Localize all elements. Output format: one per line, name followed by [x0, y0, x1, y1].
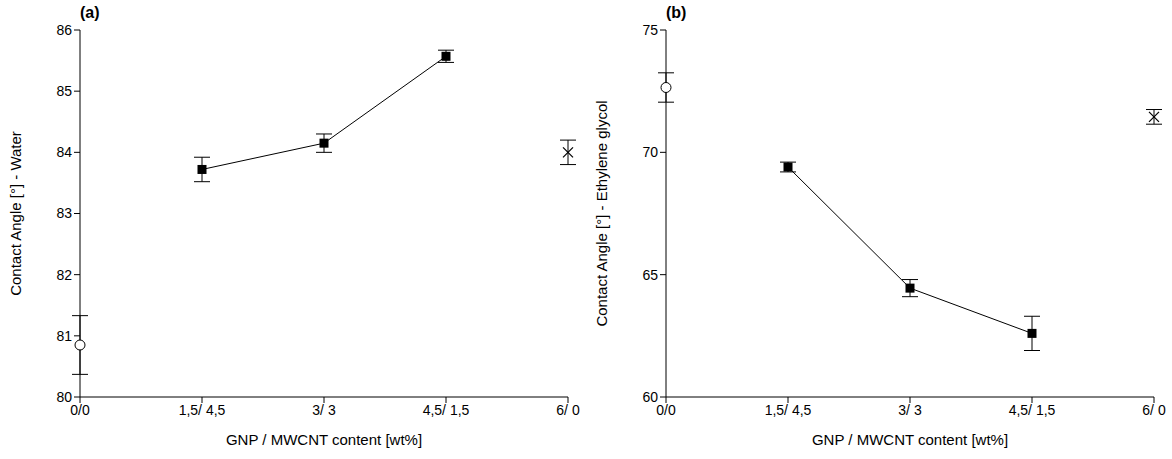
svg-text:1,5/ 4,5: 1,5/ 4,5 — [179, 402, 226, 418]
svg-text:GNP / MWCNT content [wt%]: GNP / MWCNT content [wt%] — [812, 431, 1008, 448]
svg-text:4,5/ 1,5: 4,5/ 1,5 — [1009, 402, 1056, 418]
svg-text:84: 84 — [56, 144, 72, 160]
svg-text:3/ 3: 3/ 3 — [312, 402, 336, 418]
svg-text:75: 75 — [642, 22, 658, 38]
svg-text:82: 82 — [56, 267, 72, 283]
svg-text:0/0: 0/0 — [656, 402, 676, 418]
svg-text:80: 80 — [56, 389, 72, 405]
svg-text:GNP / MWCNT content [wt%]: GNP / MWCNT content [wt%] — [226, 431, 422, 448]
svg-text:83: 83 — [56, 205, 72, 221]
svg-text:6/ 0: 6/ 0 — [556, 402, 580, 418]
svg-text:0/0: 0/0 — [70, 402, 90, 418]
svg-text:1,5/ 4,5: 1,5/ 4,5 — [765, 402, 812, 418]
svg-text:65: 65 — [642, 267, 658, 283]
svg-text:86: 86 — [56, 22, 72, 38]
svg-text:70: 70 — [642, 144, 658, 160]
svg-text:81: 81 — [56, 328, 72, 344]
svg-text:3/ 3: 3/ 3 — [898, 402, 922, 418]
html-text:(b): (b) — [666, 4, 687, 21]
svg-text:85: 85 — [56, 83, 72, 99]
html-text:(a): (a) — [80, 4, 100, 21]
svg-text:Contact Angle [°] - Ethylene g: Contact Angle [°] - Ethylene glycol — [593, 100, 610, 326]
svg-text:6/ 0: 6/ 0 — [1142, 402, 1166, 418]
svg-text:4,5/ 1,5: 4,5/ 1,5 — [423, 402, 470, 418]
svg-text:60: 60 — [642, 389, 658, 405]
svg-text:Contact Angle [°] - Water: Contact Angle [°] - Water — [7, 131, 24, 296]
